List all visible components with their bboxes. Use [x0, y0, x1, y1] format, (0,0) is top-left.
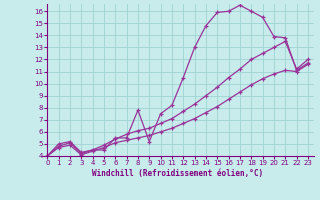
X-axis label: Windchill (Refroidissement éolien,°C): Windchill (Refroidissement éolien,°C) — [92, 169, 263, 178]
